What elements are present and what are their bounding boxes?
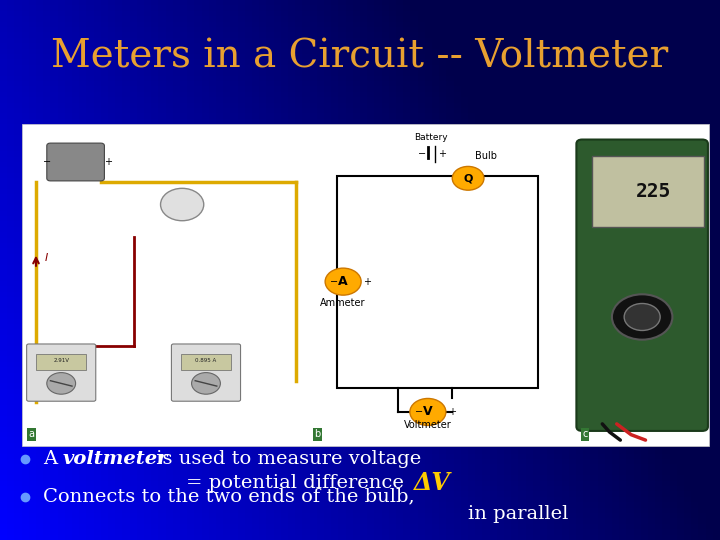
Bar <box>181 354 231 370</box>
FancyBboxPatch shape <box>171 344 240 401</box>
Text: 0.895 A: 0.895 A <box>195 358 217 363</box>
Bar <box>338 176 539 388</box>
Text: a: a <box>29 429 35 440</box>
Circle shape <box>192 373 220 394</box>
Text: −: − <box>43 157 51 167</box>
Text: +: + <box>438 149 446 159</box>
Text: V: V <box>423 406 433 419</box>
Text: Voltmeter: Voltmeter <box>404 420 451 430</box>
Text: ΔV: ΔV <box>414 471 451 495</box>
Circle shape <box>410 399 446 426</box>
Text: c: c <box>582 429 588 440</box>
Text: in parallel: in parallel <box>468 505 569 523</box>
Circle shape <box>325 268 361 295</box>
Text: +: + <box>448 407 456 417</box>
Circle shape <box>161 188 204 221</box>
Text: A: A <box>338 275 348 288</box>
Text: +: + <box>364 276 372 287</box>
Text: Ammeter: Ammeter <box>320 298 366 308</box>
Text: +: + <box>104 157 112 167</box>
Text: voltmeter: voltmeter <box>63 450 168 468</box>
FancyBboxPatch shape <box>577 139 708 431</box>
Text: A: A <box>43 450 63 468</box>
Text: Connects to the two ends of the bulb,: Connects to the two ends of the bulb, <box>43 488 415 506</box>
Text: −: − <box>330 276 338 287</box>
Bar <box>592 157 704 227</box>
Circle shape <box>452 166 484 190</box>
FancyBboxPatch shape <box>47 143 104 181</box>
Circle shape <box>47 373 76 394</box>
Text: Meters in a Circuit -- Voltmeter: Meters in a Circuit -- Voltmeter <box>51 38 669 75</box>
Text: Q: Q <box>464 173 473 183</box>
Text: Bulb: Bulb <box>475 151 497 161</box>
Circle shape <box>612 294 672 340</box>
Text: = potential difference: = potential difference <box>186 474 410 492</box>
Text: −: − <box>415 407 423 417</box>
Text: b: b <box>314 429 320 440</box>
Text: is used to measure voltage: is used to measure voltage <box>150 450 421 468</box>
FancyBboxPatch shape <box>27 344 96 401</box>
Text: I: I <box>45 253 48 263</box>
Bar <box>36 354 86 370</box>
Text: −: − <box>418 149 426 159</box>
Text: 225: 225 <box>636 182 671 201</box>
Text: 2.91V: 2.91V <box>53 358 69 363</box>
Bar <box>22 124 709 446</box>
Text: Battery: Battery <box>415 133 448 143</box>
Circle shape <box>624 303 660 330</box>
